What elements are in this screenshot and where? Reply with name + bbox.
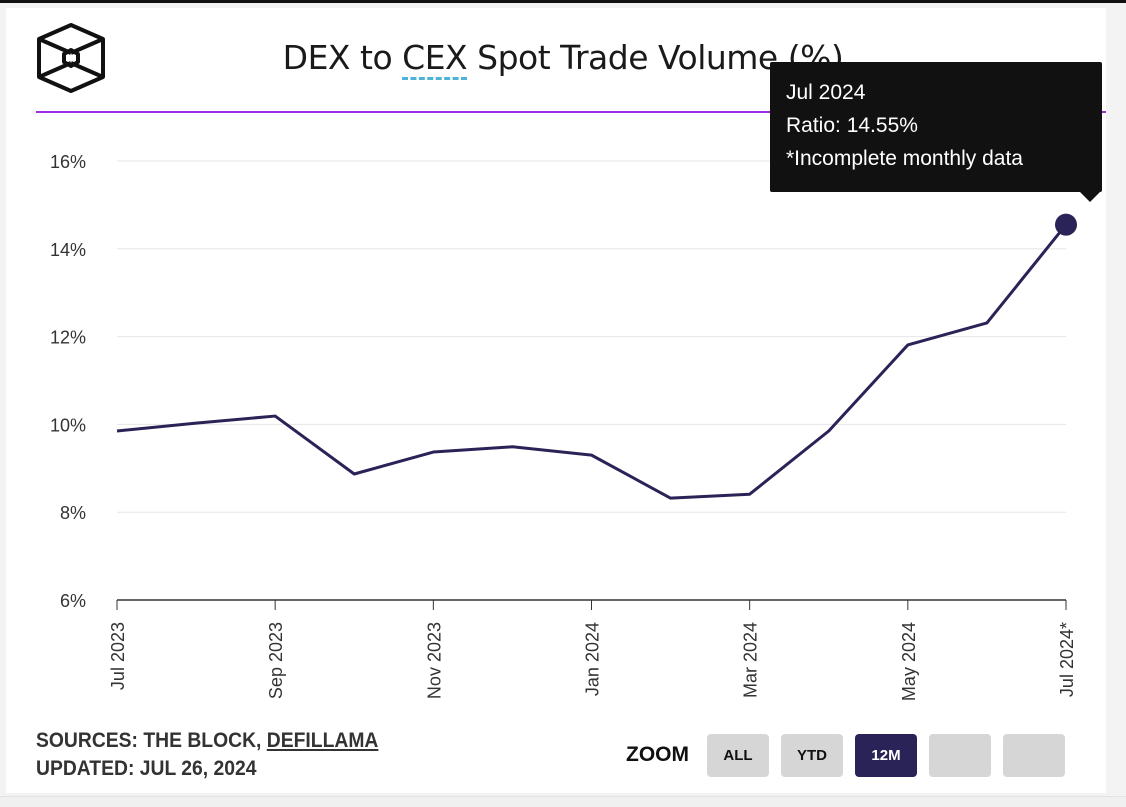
zoom-12m-button[interactable]: 12M [855, 734, 917, 777]
x-tick-label: Nov 2023 [424, 622, 444, 699]
x-tick-label: May 2024 [899, 622, 919, 701]
y-tick-label: 14% [50, 240, 86, 260]
sources: SOURCES: THE BLOCK, DEFILLAMA UPDATED: J… [36, 727, 378, 783]
zoom-button-5[interactable] [1003, 734, 1065, 777]
data-point [1055, 213, 1077, 236]
zoom-label: ZOOM [626, 743, 689, 766]
x-tick-label: Sep 2023 [266, 622, 286, 699]
title-cex-link[interactable]: CEX [402, 38, 468, 80]
zoom-button-4[interactable] [929, 734, 991, 777]
y-tick-label: 6% [60, 591, 86, 611]
title-divider [36, 111, 1106, 113]
top-border [0, 0, 1126, 3]
x-tick-label: Mar 2024 [741, 622, 761, 698]
x-tick-label: Jul 2023 [108, 622, 128, 690]
logo-icon [37, 23, 105, 93]
bottom-strip [0, 796, 1126, 807]
y-tick-label: 12% [50, 328, 86, 348]
y-tick-label: 8% [60, 503, 86, 523]
x-tick-label: Jul 2024* [1057, 622, 1077, 697]
updated-date: UPDATED: JUL 26, 2024 [36, 757, 257, 780]
defillama-link[interactable]: DEFILLAMA [266, 729, 379, 752]
x-tick-label: Jan 2024 [583, 622, 603, 696]
zoom-all-button[interactable]: ALL [707, 734, 769, 777]
data-line [116, 223, 1068, 500]
title-text: DEX to [282, 38, 403, 77]
sources-text: SOURCES: THE BLOCK, [36, 729, 267, 752]
tooltip-date: Jul 2024 [786, 81, 866, 104]
y-tick-label: 10% [50, 415, 86, 435]
y-tick-label: 16% [50, 152, 86, 172]
zoom-ytd-button[interactable]: YTD [781, 734, 843, 777]
tooltip-note: *Incomplete monthly data [786, 147, 1023, 170]
tooltip: Jul 2024 Ratio: 14.55% *Incomplete month… [770, 62, 1102, 202]
tooltip-value: Ratio: 14.55% [786, 114, 918, 137]
